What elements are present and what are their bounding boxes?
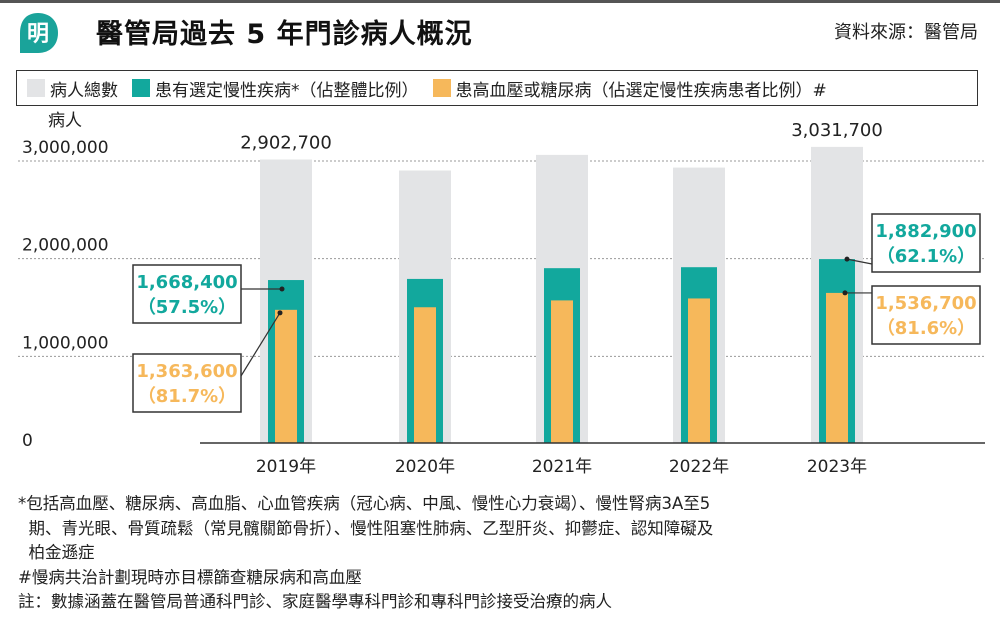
legend-item-hypertension-diabetes: 患高血壓或糖尿病（佔選定慢性疾病患者比例）# [432, 76, 827, 101]
x-tick-label: 2019年 [256, 457, 316, 477]
callout-leader-dot [279, 286, 285, 292]
legend-label-total: 病人總數 [50, 80, 118, 101]
data-label-total: 2,902,700 [240, 133, 332, 154]
callout-leader-dot [277, 310, 283, 316]
footnotes: *包括高血壓、糖尿病、高血脂、心血管疾病（冠心病、中風、慢性心力衰竭）、慢性腎病… [18, 492, 984, 615]
source-label: 資料來源：醫管局 [834, 22, 978, 43]
bar-hypertension-diabetes [688, 298, 710, 443]
x-tick-label: 2020年 [395, 457, 455, 477]
bar-chart: 病人 0 1,000,000 2,000,000 3,000,000 2019年 2020年… [18, 111, 985, 477]
callout-percent: （81.6%） [877, 318, 975, 339]
legend-swatch-chronic [132, 79, 150, 97]
callout-percent: （62.1%） [877, 246, 975, 267]
legend-swatch-total [27, 79, 45, 97]
legend-swatch-hypertension-diabetes [432, 79, 451, 97]
legend-item-total: 病人總數 [27, 76, 118, 101]
top-rule [0, 0, 1000, 3]
y-tick-label: 3,000,000 [22, 138, 109, 158]
logo-char: 明 [27, 22, 49, 47]
y-tick-label: 1,000,000 [22, 333, 109, 353]
data-label-total: 3,031,700 [791, 120, 883, 141]
legend-label-chronic: 患有選定慢性疾病*（佔整體比例） [155, 80, 419, 101]
callout-box [132, 353, 242, 413]
x-tick-label: 2022年 [669, 457, 729, 477]
footnote-line: 柏金遜症 [18, 543, 95, 562]
bar-hypertension-diabetes [826, 292, 848, 443]
callout-leader-line [240, 312, 281, 377]
callout-leader-dot [844, 256, 850, 262]
callout-leader-line [846, 258, 873, 265]
callout-leader-dot [842, 290, 848, 296]
footnote-line: 註：數據涵蓋在醫管局普通科門診、家庭醫學專科門診和專科門診接受治療的病人 [18, 592, 612, 611]
footnote-line: 期、青光眼、骨質疏鬆（常見髖關節骨折）、慢性阻塞性肺病、乙型肝炎、抑鬱症、認知障… [18, 518, 714, 538]
y-tick-label: 2,000,000 [22, 236, 109, 256]
bar-hypertension-diabetes [551, 300, 573, 443]
footnote-line: *包括高血壓、糖尿病、高血脂、心血管疾病（冠心病、中風、慢性心力衰竭）、慢性腎病… [18, 494, 711, 513]
callout-value: 1,363,600 [136, 361, 237, 382]
legend: 病人總數 患有選定慢性疾病*（佔整體比例） 患高血壓或糖尿病（佔選定慢性疾病患者… [16, 70, 978, 106]
bar-hypertension-diabetes [414, 307, 436, 443]
callout-box [871, 285, 981, 345]
legend-label-hypertension-diabetes: 患高血壓或糖尿病（佔選定慢性疾病患者比例）# [455, 80, 827, 101]
page-title: 醫管局過去 5 年門診病人概況 [96, 19, 473, 50]
header: 明 醫管局過去 5 年門診病人概況 資料來源：醫管局 [0, 0, 1000, 62]
y-tick-label: 0 [22, 431, 33, 451]
footnote-line: #慢病共治計劃現時亦目標篩查糖尿病和高血壓 [18, 567, 362, 587]
ming-pao-logo-icon: 明 [20, 13, 58, 53]
callout-percent: （81.7%） [138, 386, 236, 407]
legend-item-chronic: 患有選定慢性疾病*（佔整體比例） [132, 76, 419, 101]
bar-hypertension-diabetes [275, 309, 297, 443]
callout-value: 1,536,700 [875, 293, 976, 314]
callout-value: 1,882,900 [875, 221, 976, 242]
callout-value: 1,668,400 [136, 272, 237, 293]
callout-box [132, 264, 242, 324]
callout-box [871, 213, 981, 273]
x-tick-label: 2023年 [807, 457, 867, 477]
y-axis-label: 病人 [48, 111, 82, 131]
x-tick-label: 2021年 [532, 457, 592, 477]
callout-percent: （57.5%） [138, 297, 236, 318]
